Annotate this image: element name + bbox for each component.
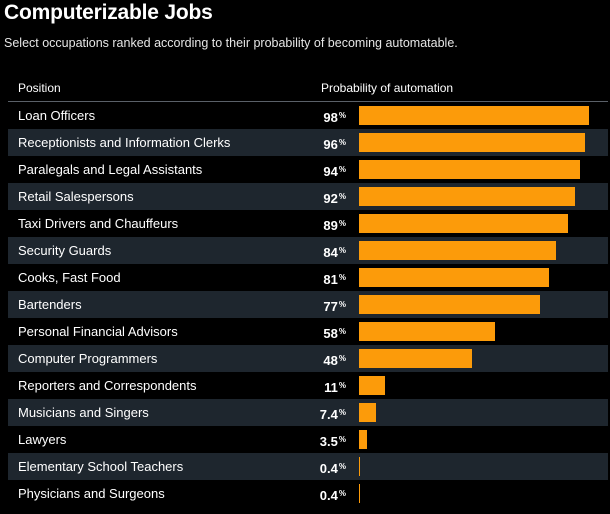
- probability-number: 3.5: [319, 434, 338, 449]
- probability-bar: [359, 376, 385, 395]
- table-row: Computer Programmers 48%: [8, 345, 608, 372]
- table-row: Physicians and Surgeons 0.4%: [8, 480, 608, 507]
- probability-value: 7.4%: [320, 399, 346, 428]
- position-label: Receptionists and Information Clerks: [18, 135, 231, 150]
- probability-value: 0.4%: [320, 480, 346, 509]
- probability-number: 94: [323, 164, 338, 179]
- position-label: Personal Financial Advisors: [18, 324, 178, 339]
- probability-number: 81: [323, 272, 338, 287]
- probability-value: 89%: [323, 210, 346, 239]
- probability-value: 48%: [323, 345, 346, 374]
- table-header: Position Probability of automation: [8, 74, 608, 102]
- percent-sign: %: [338, 489, 346, 498]
- position-label: Security Guards: [18, 243, 112, 258]
- probability-number: 84: [323, 245, 338, 260]
- position-label: Paralegals and Legal Assistants: [18, 162, 203, 177]
- probability-bar: [359, 106, 590, 125]
- probability-number: 96: [323, 137, 338, 152]
- probability-bar: [359, 322, 496, 341]
- table-rows: Loan Officers 98% Receptionists and Inform…: [8, 102, 608, 507]
- probability-number: 7.4: [319, 407, 338, 422]
- table-row: Bartenders 77%: [8, 291, 608, 318]
- position-label: Bartenders: [18, 297, 82, 312]
- table-row: Elementary School Teachers 0.4%: [8, 453, 608, 480]
- position-column-header: Position: [18, 81, 61, 95]
- probability-number: 11: [324, 380, 338, 395]
- position-label: Physicians and Surgeons: [18, 486, 165, 501]
- percent-sign: %: [338, 381, 346, 390]
- percent-sign: %: [338, 219, 346, 228]
- position-label: Taxi Drivers and Chauffeurs: [18, 216, 179, 231]
- position-label: Retail Salespersons: [18, 189, 134, 204]
- percent-sign: %: [338, 354, 346, 363]
- probability-value: 58%: [323, 318, 346, 347]
- position-label: Elementary School Teachers: [18, 459, 184, 474]
- probability-number: 58: [323, 326, 338, 341]
- automation-table: Position Probability of automation Loan …: [8, 74, 608, 507]
- probability-value: 98%: [323, 102, 346, 131]
- table-row: Personal Financial Advisors 58%: [8, 318, 608, 345]
- probability-bar: [359, 484, 360, 503]
- probability-number: 77: [323, 299, 338, 314]
- table-row: Loan Officers 98%: [8, 102, 608, 129]
- table-row: Taxi Drivers and Chauffeurs 89%: [8, 210, 608, 237]
- position-label: Lawyers: [18, 432, 67, 447]
- percent-sign: %: [338, 111, 346, 120]
- percent-sign: %: [338, 273, 346, 282]
- probability-value: 3.5%: [320, 426, 346, 455]
- probability-bar: [359, 133, 585, 152]
- position-label: Computer Programmers: [18, 351, 158, 366]
- probability-number: 98: [323, 110, 338, 125]
- probability-value: 96%: [323, 129, 346, 158]
- table-row: Reporters and Correspondents 11%: [8, 372, 608, 399]
- probability-value: 84%: [323, 237, 346, 266]
- percent-sign: %: [338, 300, 346, 309]
- probability-bar: [359, 403, 377, 422]
- percent-sign: %: [338, 246, 346, 255]
- table-row: Musicians and Singers 7.4%: [8, 399, 608, 426]
- probability-column-header: Probability of automation: [321, 81, 454, 95]
- percent-sign: %: [338, 165, 346, 174]
- table-row: Receptionists and Information Clerks 96%: [8, 129, 608, 156]
- probability-bar: [359, 160, 580, 179]
- probability-bar: [359, 268, 550, 287]
- probability-value: 81%: [323, 264, 346, 293]
- probability-number: 0.4: [319, 461, 338, 476]
- table-row: Cooks, Fast Food 81%: [8, 264, 608, 291]
- position-label: Cooks, Fast Food: [18, 270, 121, 285]
- position-label: Reporters and Correspondents: [18, 378, 197, 393]
- percent-sign: %: [338, 462, 346, 471]
- probability-value: 11%: [324, 372, 346, 401]
- position-label: Musicians and Singers: [18, 405, 149, 420]
- percent-sign: %: [338, 408, 346, 417]
- percent-sign: %: [338, 192, 346, 201]
- probability-number: 92: [323, 191, 338, 206]
- probability-bar: [359, 241, 557, 260]
- table-row: Paralegals and Legal Assistants 94%: [8, 156, 608, 183]
- chart-title: Computerizable Jobs: [4, 1, 213, 24]
- probability-value: 77%: [323, 291, 346, 320]
- probability-value: 94%: [323, 156, 346, 185]
- probability-number: 89: [323, 218, 338, 233]
- table-row: Security Guards 84%: [8, 237, 608, 264]
- probability-value: 0.4%: [320, 453, 346, 482]
- percent-sign: %: [338, 138, 346, 147]
- chart-subtitle: Select occupations ranked according to t…: [4, 36, 458, 50]
- probability-bar: [359, 349, 472, 368]
- probability-bar: [359, 295, 540, 314]
- probability-bar: [359, 214, 569, 233]
- probability-number: 48: [323, 353, 338, 368]
- position-label: Loan Officers: [18, 108, 96, 123]
- probability-bar: [359, 187, 576, 206]
- probability-number: 0.4: [319, 488, 338, 503]
- table-row: Retail Salespersons 92%: [8, 183, 608, 210]
- probability-bar: [359, 430, 368, 449]
- table-row: Lawyers 3.5%: [8, 426, 608, 453]
- percent-sign: %: [338, 435, 346, 444]
- percent-sign: %: [338, 327, 346, 336]
- probability-bar: [359, 457, 360, 476]
- probability-value: 92%: [323, 183, 346, 212]
